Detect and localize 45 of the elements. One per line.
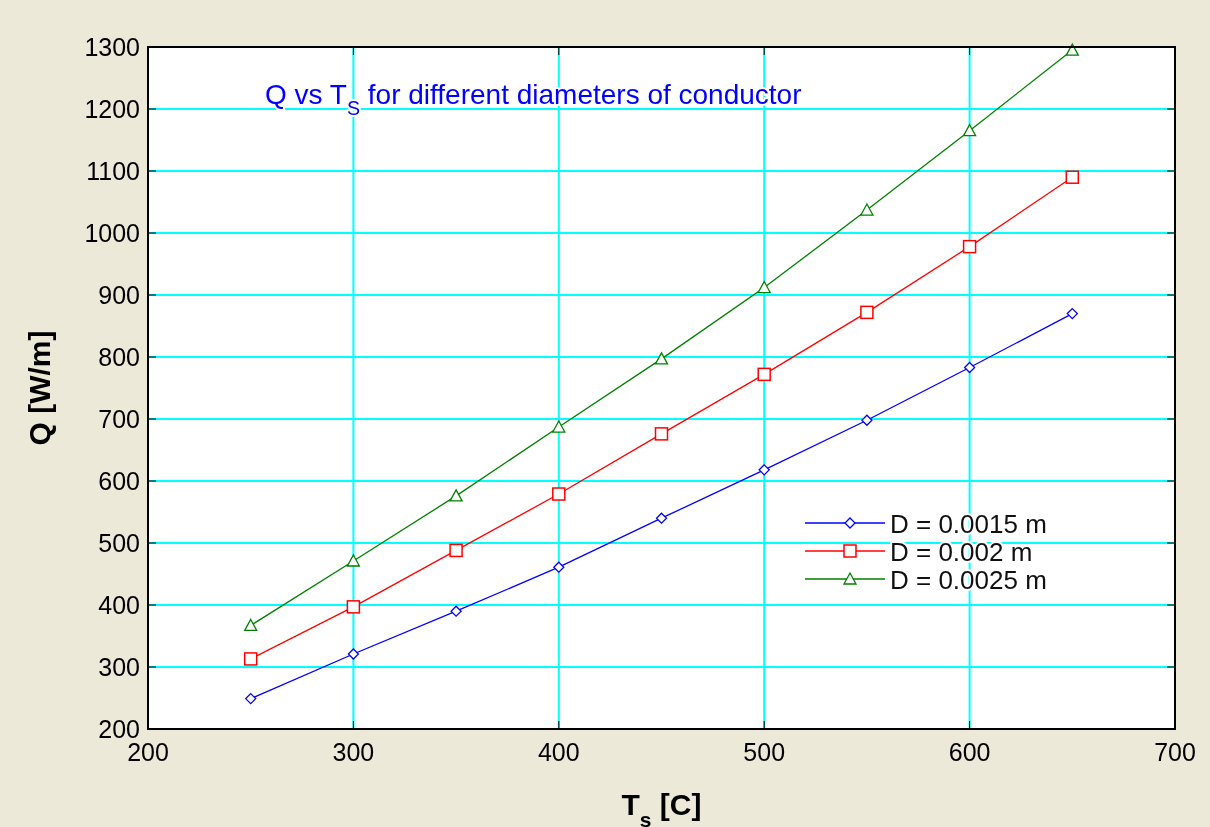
x-tick-label: 300 (332, 738, 375, 766)
point (757, 367, 771, 382)
x-tick-label: 500 (743, 738, 786, 766)
y-tick-label: 800 (98, 343, 140, 371)
point (346, 600, 361, 614)
point (450, 605, 462, 617)
point (861, 414, 873, 426)
x-tick-label: 600 (948, 738, 991, 766)
point (243, 652, 258, 666)
point (449, 489, 463, 502)
point (1066, 307, 1078, 320)
point (1065, 43, 1079, 56)
point (449, 543, 463, 558)
point (552, 420, 566, 433)
point (962, 124, 977, 137)
y-tick-label: 700 (98, 405, 140, 433)
y-tick-label: 400 (98, 591, 140, 619)
x-tick-label: 700 (1154, 738, 1196, 766)
y-axis-title: Q [W/m] (23, 330, 56, 446)
y-tick-label: 1200 (84, 95, 140, 123)
point (654, 352, 669, 365)
point (860, 203, 874, 216)
point (1065, 170, 1080, 184)
point (655, 512, 668, 524)
point (245, 692, 257, 705)
x-tick-label: 400 (537, 738, 580, 766)
point (244, 618, 258, 632)
y-tick-label: 900 (98, 281, 140, 309)
point (963, 361, 976, 374)
point (758, 464, 770, 476)
point (552, 487, 566, 501)
x-axis-title: T$_{s}$ [C] (621, 788, 702, 827)
point (553, 561, 565, 573)
y-tick-label: 500 (98, 529, 140, 557)
y-tick-label: 300 (98, 653, 140, 681)
y-tick-label: 1100 (86, 157, 140, 185)
point (654, 427, 669, 441)
point (860, 305, 874, 320)
y-tick-label: 600 (98, 467, 140, 495)
point (346, 554, 361, 567)
y-tick-label: 1000 (84, 219, 140, 247)
point (962, 239, 977, 254)
point (757, 280, 771, 294)
y-tick-label: 1300 (84, 33, 140, 61)
point (347, 648, 360, 660)
